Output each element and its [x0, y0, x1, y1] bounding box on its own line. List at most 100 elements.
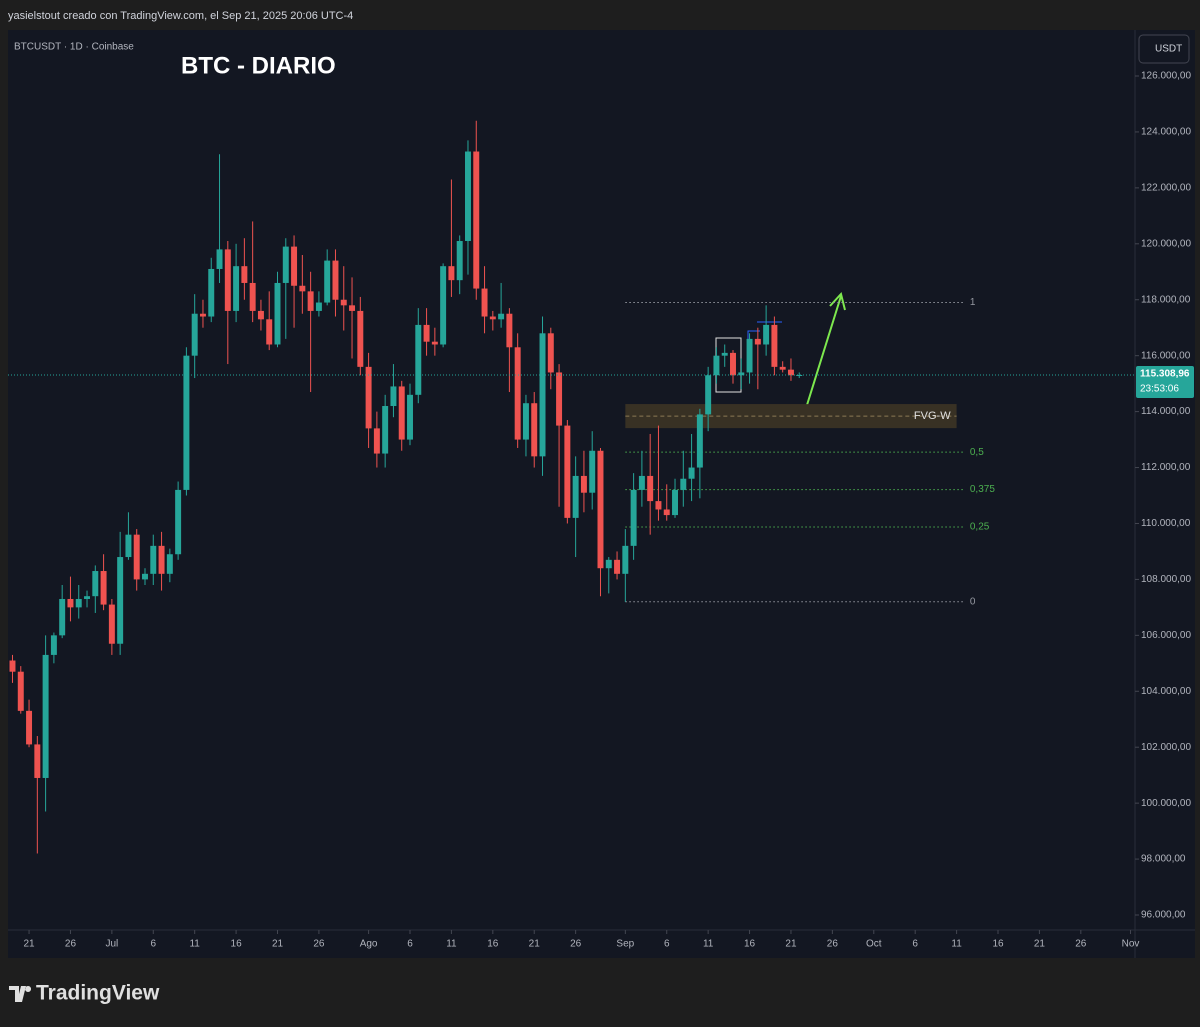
currency-label: USDT: [1155, 44, 1182, 55]
x-tick-label: 21: [1034, 939, 1046, 950]
candle-body: [142, 573, 148, 580]
x-tick-label: 26: [827, 939, 839, 950]
brand-name: TradingView: [36, 982, 160, 1005]
candle-body: [407, 394, 413, 440]
candle-body: [390, 386, 397, 407]
candle-body: [688, 467, 695, 479]
candle-body: [26, 710, 33, 745]
candle-body: [183, 355, 190, 490]
x-tick-label: 6: [407, 939, 413, 950]
x-tick-label: Nov: [1122, 939, 1140, 950]
x-tick-label: 16: [487, 939, 499, 950]
countdown: 23:53:06: [1140, 384, 1179, 395]
candle-body: [605, 559, 612, 569]
candle-body: [771, 324, 778, 367]
y-tick-label: 124.000,00: [1141, 127, 1191, 138]
candle-body: [647, 475, 654, 502]
arrow: [806, 291, 846, 406]
y-tick-label: 108.000,00: [1141, 574, 1191, 585]
candle-body: [17, 671, 24, 711]
candle-body: [423, 324, 430, 342]
candle-body: [166, 554, 173, 574]
fib-label: 0,5: [970, 447, 984, 458]
candle-body: [67, 598, 74, 608]
candle-body: [324, 260, 331, 303]
candle-body: [150, 545, 157, 574]
x-tick-label: 21: [272, 939, 284, 950]
candle-body: [696, 414, 703, 468]
y-tick-label: 126.000,00: [1141, 71, 1191, 82]
currency-button[interactable]: [1138, 34, 1190, 64]
x-tick-label: 11: [951, 939, 962, 950]
candle-body: [547, 333, 554, 373]
candle-body: [92, 571, 99, 597]
x-tick-label: 21: [23, 939, 35, 950]
candle-body: [340, 299, 347, 306]
candle-body: [117, 557, 124, 644]
candle-body: [199, 313, 206, 317]
candle-body: [373, 428, 380, 454]
candle-body: [257, 310, 264, 320]
candle-body: [249, 282, 256, 311]
fib-label: 1: [970, 297, 976, 308]
symbol-info: BTCUSDT · 1D · Coinbase: [14, 42, 134, 53]
fvg-label: FVG-W: [914, 410, 951, 422]
candle-body: [75, 598, 82, 608]
candle-body: [332, 260, 339, 300]
candle-body: [266, 319, 273, 345]
candle-body: [349, 305, 356, 311]
x-tick-label: Oct: [866, 939, 882, 950]
x-tick-label: 6: [150, 939, 156, 950]
candle-body: [614, 559, 621, 574]
candle-body: [233, 266, 240, 311]
candle-body: [133, 534, 140, 580]
candle-body: [730, 352, 736, 376]
y-tick-label: 106.000,00: [1141, 630, 1191, 641]
fib-label: 0: [970, 596, 976, 607]
candle-body: [34, 744, 41, 778]
candle-body: [572, 475, 579, 518]
y-tick-label: 102.000,00: [1141, 742, 1191, 753]
brand: TradingView: [9, 982, 160, 1005]
candle-body: [9, 660, 16, 672]
candle-body: [663, 509, 670, 516]
candle-body: [779, 366, 786, 370]
candle-body: [307, 291, 314, 311]
candle-body: [274, 282, 281, 345]
brand-logo: [9, 986, 32, 1002]
candle-body: [315, 302, 322, 311]
candle-body: [539, 333, 546, 457]
x-tick-label: Sep: [616, 939, 634, 950]
candle-body: [440, 266, 447, 345]
candle-body: [158, 545, 165, 574]
candle-body: [763, 324, 770, 345]
y-tick-label: 112.000,00: [1141, 462, 1191, 473]
candle-body: [448, 266, 455, 281]
candle-body: [224, 249, 231, 311]
fib-label: 0,375: [970, 484, 995, 495]
candle-body: [241, 266, 248, 283]
candle-body: [597, 450, 604, 569]
last-price-box: [1136, 365, 1194, 398]
x-tick-label: 21: [529, 939, 541, 950]
x-tick-label: 11: [189, 939, 200, 950]
candle-body: [175, 489, 182, 555]
candle-body: [456, 241, 463, 281]
x-tick-label: 16: [231, 939, 243, 950]
candle-body: [531, 403, 538, 457]
candle-body: [464, 151, 471, 242]
candle-body: [680, 478, 687, 490]
x-tick-label: 26: [65, 939, 77, 950]
x-tick-label: Ago: [360, 939, 378, 950]
candle-body: [589, 450, 596, 493]
candle-body: [431, 341, 438, 345]
candle-body: [208, 268, 215, 317]
candle-body: [415, 324, 422, 395]
candle-body: [514, 347, 521, 440]
candle-body: [622, 545, 629, 574]
candle-body: [630, 489, 637, 546]
candle-body: [382, 406, 389, 454]
last-price-label: 115.308,96: [1140, 369, 1190, 380]
y-tick-label: 122.000,00: [1141, 183, 1191, 194]
